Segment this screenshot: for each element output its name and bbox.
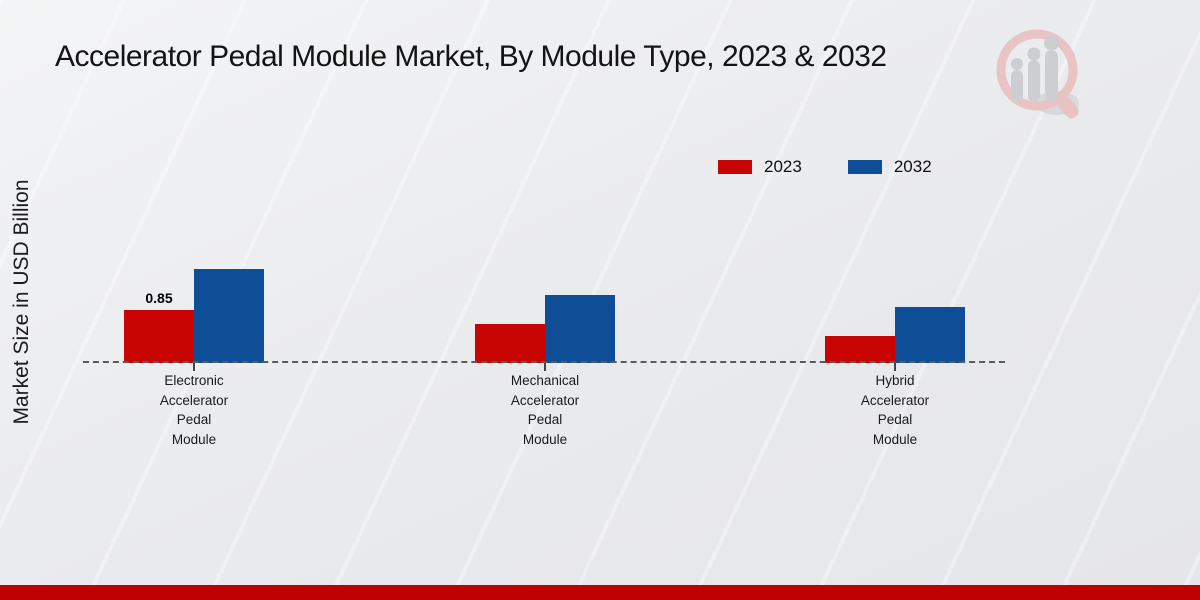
category-label: Mechanical Accelerator Pedal Module <box>510 373 580 447</box>
zero-baseline <box>83 361 1005 363</box>
x-axis-tick <box>894 363 896 371</box>
bar-2023-3 <box>825 336 895 363</box>
bar-2032-3 <box>895 307 965 363</box>
legend-label-2032: 2032 <box>893 157 932 176</box>
legend: 2023 2032 <box>718 157 932 177</box>
legend-swatch-2032 <box>847 160 882 174</box>
chart-title: Accelerator Pedal Module Market, By Modu… <box>55 40 887 73</box>
bar-2032-1 <box>194 269 264 363</box>
bar-2032-2 <box>545 295 615 363</box>
category-label: Hybrid Accelerator Pedal Module <box>860 373 930 447</box>
x-axis-tick <box>193 363 195 371</box>
bar-value-label: 0.85 <box>145 290 173 306</box>
legend-label-2023: 2023 <box>764 157 802 176</box>
x-axis-tick <box>544 363 546 371</box>
market-research-growth-magnifier-logo <box>996 29 1079 119</box>
legend-item-2023: 2023 <box>718 157 802 177</box>
bar-2023-1 <box>124 310 194 363</box>
footer-accent-band <box>0 585 1200 600</box>
category-label: Electronic Accelerator Pedal Module <box>159 373 229 447</box>
legend-item-2032: 2032 <box>847 157 932 177</box>
bar-2023-2 <box>475 324 545 363</box>
legend-swatch-2023 <box>718 160 752 174</box>
